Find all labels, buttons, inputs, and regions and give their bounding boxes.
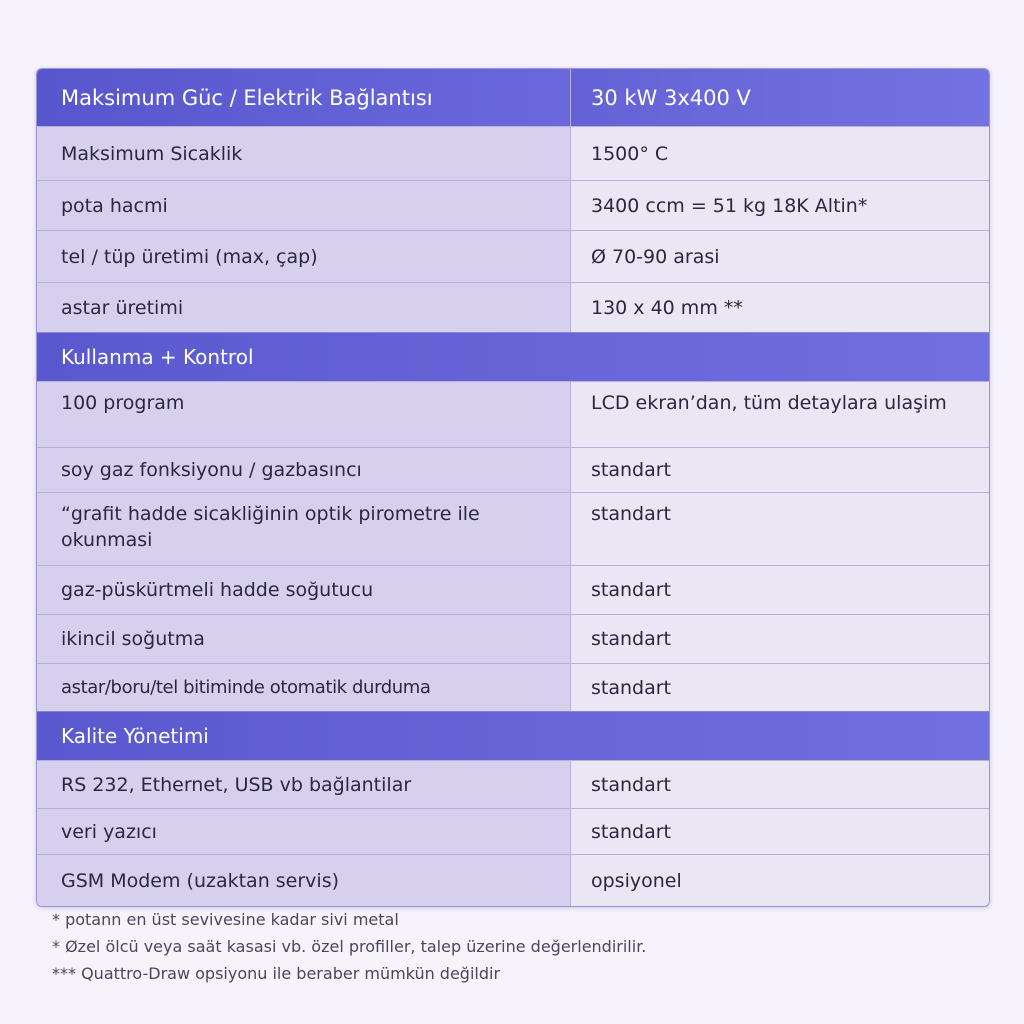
table-row: Maksimum Sicaklik 1500° C [37, 126, 989, 180]
table-row: GSM Modem (uzaktan servis) opsiyonel [37, 854, 989, 906]
spec-table: Maksimum Güc / Elektrik Bağlantısı 30 kW… [36, 68, 990, 907]
table-row: 100 program LCD ekran’dan, tüm detaylara… [37, 381, 989, 447]
table-row: astar/boru/tel bitiminde otomatik durdum… [37, 663, 989, 711]
table-row: astar üretimi 130 x 40 mm ** [37, 282, 989, 332]
table-row: RS 232, Ethernet, USB vb bağlantilar sta… [37, 760, 989, 808]
section-header: Kullanma + Kontrol [37, 332, 989, 381]
row-label: tel / tüp üretimi (max, çap) [37, 231, 571, 282]
row-value: standart [571, 493, 989, 565]
footnote: * Øzel ölcü veya saät kasasi vb. özel pr… [52, 937, 647, 956]
footnote: *** Quattro-Draw opsiyonu ile beraber mü… [52, 964, 501, 983]
row-value: Ø 70-90 arasi [571, 231, 989, 282]
table-row: “grafit hadde sicakliğinin optik piromet… [37, 492, 989, 565]
table-row: soy gaz fonksiyonu / gazbasıncı standart [37, 447, 989, 492]
footnotes: * potann en üst sevivesine kadar sivi me… [52, 906, 646, 987]
row-label: “grafit hadde sicakliğinin optik piromet… [37, 493, 571, 565]
row-label: veri yazıcı [37, 809, 571, 854]
table-row: ikincil soğutma standart [37, 614, 989, 663]
row-value: standart [571, 809, 989, 854]
row-value: LCD ekran’dan, tüm detaylara ulaşim [571, 382, 989, 447]
row-value: standart [571, 615, 989, 663]
header-value: 30 kW 3x400 V [571, 69, 989, 126]
table-row: veri yazıcı standart [37, 808, 989, 854]
row-label: gaz-püskürtmeli hadde soğutucu [37, 566, 571, 614]
table-row: pota hacmi 3400 ccm = 51 kg 18K Altin* [37, 180, 989, 230]
row-label: soy gaz fonksiyonu / gazbasıncı [37, 448, 571, 492]
section-header: Kalite Yönetimi [37, 711, 989, 760]
row-label: ikincil soğutma [37, 615, 571, 663]
header-label: Maksimum Güc / Elektrik Bağlantısı [37, 69, 571, 126]
row-value: 3400 ccm = 51 kg 18K Altin* [571, 181, 989, 230]
row-value: standart [571, 664, 989, 711]
row-label: astar/boru/tel bitiminde otomatik durdum… [37, 664, 571, 711]
row-label: astar üretimi [37, 283, 571, 332]
row-value: standart [571, 448, 989, 492]
table-row: gaz-püskürtmeli hadde soğutucu standart [37, 565, 989, 614]
row-label: GSM Modem (uzaktan servis) [37, 855, 571, 906]
row-value: 130 x 40 mm ** [571, 283, 989, 332]
footnote: * potann en üst sevivesine kadar sivi me… [52, 910, 399, 929]
row-label: pota hacmi [37, 181, 571, 230]
row-value: standart [571, 761, 989, 808]
row-value: opsiyonel [571, 855, 989, 906]
row-value: 1500° C [571, 127, 989, 180]
table-row: tel / tüp üretimi (max, çap) Ø 70-90 ara… [37, 230, 989, 282]
row-label: Maksimum Sicaklik [37, 127, 571, 180]
row-label: 100 program [37, 382, 571, 447]
row-value: standart [571, 566, 989, 614]
row-label: RS 232, Ethernet, USB vb bağlantilar [37, 761, 571, 808]
table-header-row: Maksimum Güc / Elektrik Bağlantısı 30 kW… [37, 69, 989, 126]
